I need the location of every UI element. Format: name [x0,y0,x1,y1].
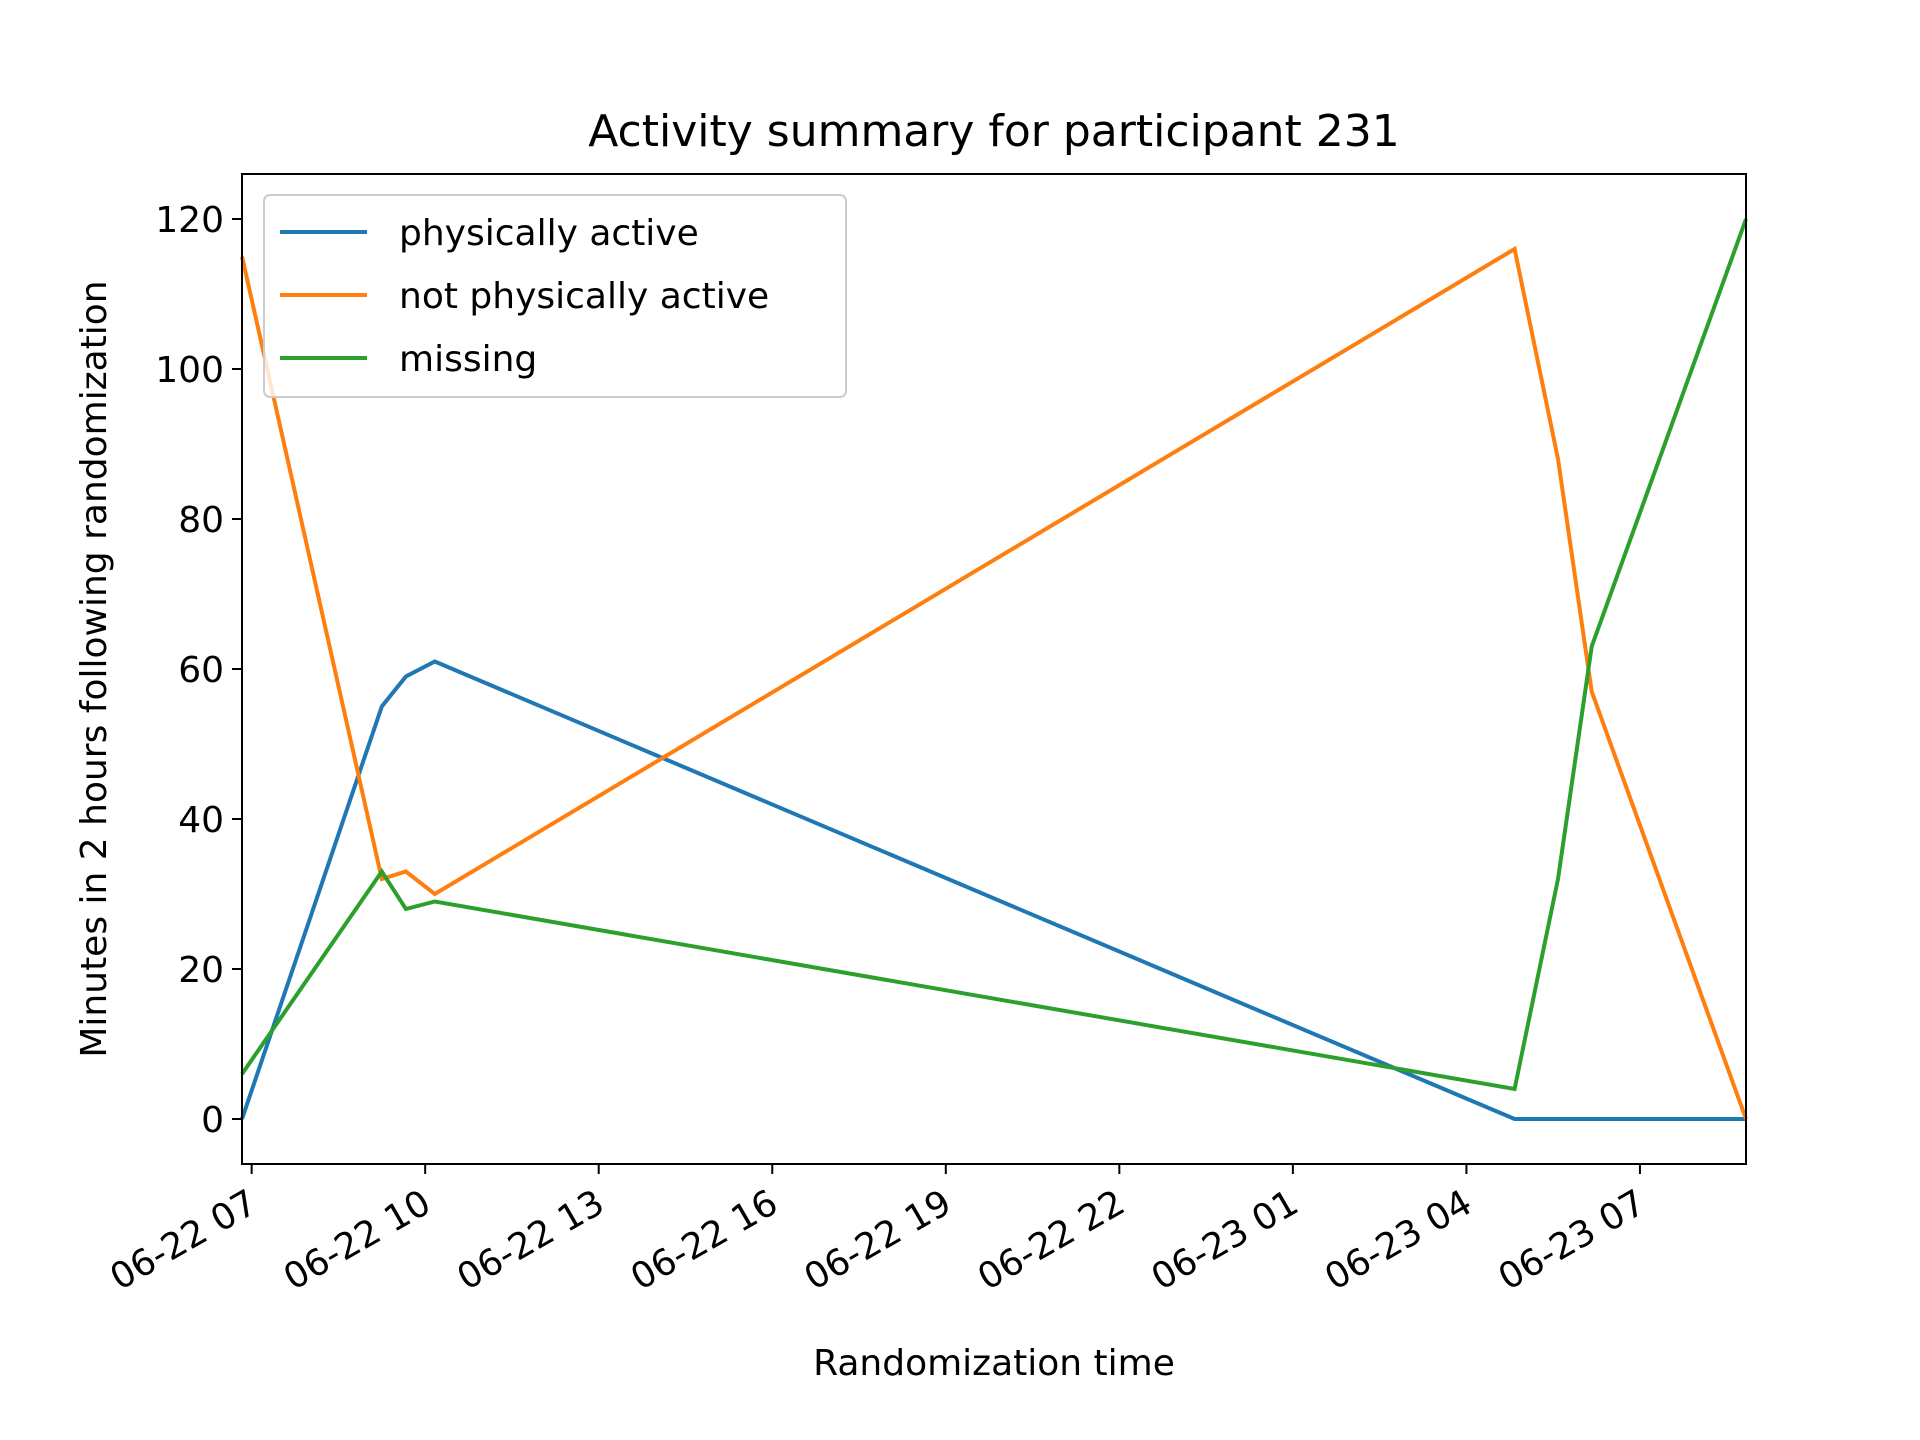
x-tick-label: 06-22 16 [624,1182,785,1298]
plot-lines [240,218,1748,1121]
y-tick-label: 40 [178,800,224,841]
y-tick-label: 120 [155,200,224,241]
x-tick-label: 06-22 10 [277,1182,438,1298]
x-axis-label: Randomization time [813,1343,1175,1384]
y-axis: 0 20 40 60 80 100 120 [155,200,242,1141]
x-tick-label: 06-22 13 [451,1182,612,1298]
legend-label: not physically active [399,276,769,317]
x-tick-label: 06-23 01 [1145,1182,1306,1298]
y-tick-label: 60 [178,650,224,691]
legend-label: missing [399,339,537,380]
x-tick-label: 06-23 04 [1318,1182,1479,1298]
legend-box [263,194,847,398]
x-tick-label: 06-22 19 [798,1182,959,1298]
legend: physically active not physically active mi… [263,194,847,398]
y-tick-label: 0 [201,1100,224,1141]
x-tick-label: 06-22 22 [971,1182,1132,1298]
legend-label: physically active [399,213,699,254]
x-tick-label: 06-22 07 [103,1182,264,1298]
x-tick-label: 06-23 07 [1492,1182,1653,1298]
y-axis-label: Minutes in 2 hours following randomizati… [74,280,115,1057]
series-line-3 [240,218,1748,1092]
y-tick-label: 100 [155,350,224,391]
x-axis: 06-22 07 06-22 10 06-22 13 06-22 16 06-22 19… [103,1164,1652,1299]
chart-title: Activity summary for participant 231 [588,106,1400,157]
y-tick-label: 20 [178,950,224,991]
series-line-1 [240,659,1746,1121]
y-tick-label: 80 [178,500,224,541]
